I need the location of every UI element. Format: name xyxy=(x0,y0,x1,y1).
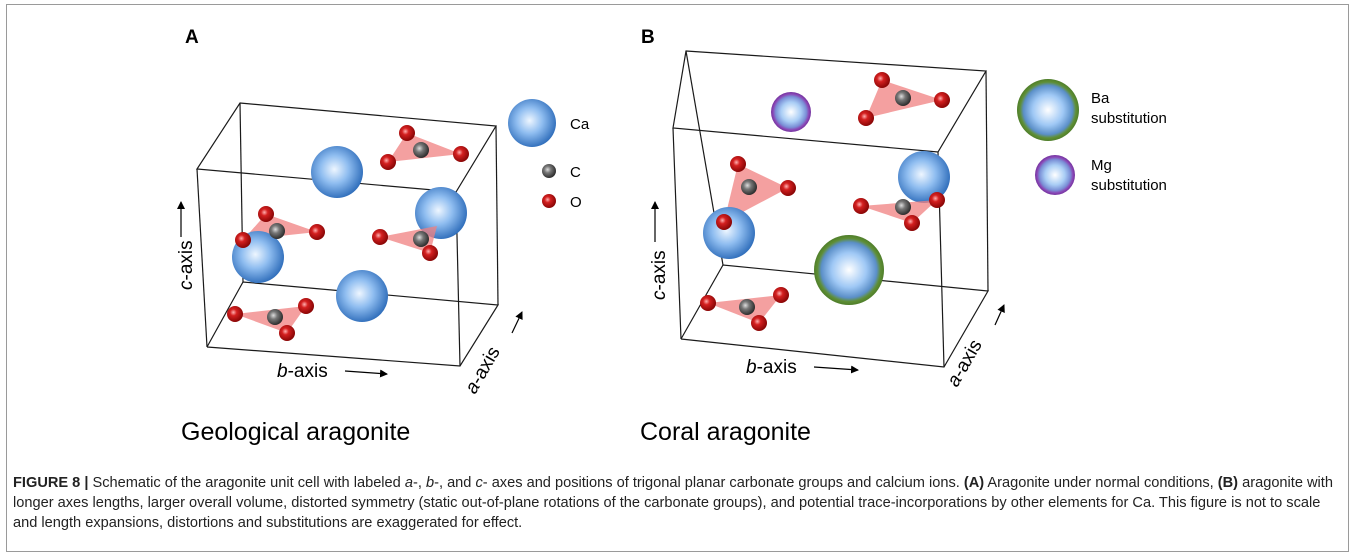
panel-a-title: Geological aragonite xyxy=(181,418,411,446)
carbon-atom xyxy=(413,231,429,247)
legend-ca-label: Ca xyxy=(570,116,590,133)
calcium-ion xyxy=(898,151,950,203)
calcium-ion xyxy=(703,207,755,259)
carbon-atom xyxy=(739,299,755,315)
caption-text: aragonite with longer axes lengths, larg… xyxy=(13,475,1333,531)
oxygen-atom xyxy=(853,198,869,214)
b-axis-label: b-axis xyxy=(746,357,797,378)
caption-axis-b: b xyxy=(425,475,435,491)
oxygen-atom xyxy=(773,287,789,303)
oxygen-atom xyxy=(780,180,796,196)
caption-panel-b-ref: (B) xyxy=(1217,475,1239,491)
carbonate-group xyxy=(235,223,285,248)
carbon-atom xyxy=(895,90,911,106)
panel-b-letter: B xyxy=(641,27,655,48)
oxygen-atom xyxy=(716,214,732,230)
cell-b-bottom-face xyxy=(680,264,989,368)
oxygen-atom xyxy=(453,146,469,162)
carbon-atom xyxy=(741,179,757,195)
oxygen-atom xyxy=(904,215,920,231)
b-axis-arrow xyxy=(813,365,859,374)
oxygen-atom xyxy=(399,125,415,141)
caption-axis-a: a xyxy=(404,475,413,491)
figure-label: FIGURE 8 | xyxy=(13,475,89,491)
panel-a-unit-cell: c-axis b-axis a-axis Ca C O xyxy=(176,99,590,398)
legend-ba-label-2: substitution xyxy=(1091,110,1167,127)
b-axis-arrow xyxy=(344,369,388,378)
ba-substitution-ion xyxy=(814,235,884,305)
carbon-atom xyxy=(269,223,285,239)
caption-text: - axes and positions of trigonal planar … xyxy=(482,475,960,491)
panel-b-title: Coral aragonite xyxy=(640,418,811,446)
cell-a-edge xyxy=(495,125,499,306)
caption-panel-a-ref: (A) xyxy=(963,475,985,491)
oxygen-atom xyxy=(372,229,388,245)
c-axis-label: c-axis xyxy=(649,250,670,300)
oxygen-atom xyxy=(258,206,274,222)
legend-o-swatch xyxy=(542,194,556,208)
oxygen-atom xyxy=(751,315,767,331)
legend-o-label: O xyxy=(570,194,582,211)
unit-cell-diagram: c-axis b-axis a-axis Ca C O xyxy=(176,50,1167,398)
oxygen-atom xyxy=(227,306,243,322)
legend-b: Ba substitution Mg substitution xyxy=(1017,79,1167,195)
calcium-ion xyxy=(336,270,388,322)
oxygen-atom xyxy=(730,156,746,172)
calcium-ion xyxy=(311,146,363,198)
cell-b-edge xyxy=(985,70,989,292)
a-axis-arrow xyxy=(994,304,1005,326)
caption-text: -, and xyxy=(434,475,472,491)
oxygen-atom xyxy=(874,72,890,88)
legend-ba-label-1: Ba xyxy=(1091,90,1110,107)
carbonate-group xyxy=(700,287,789,331)
oxygen-atom xyxy=(858,110,874,126)
panel-a-letter: A xyxy=(185,27,199,48)
caption-text: Schematic of the aragonite unit cell wit… xyxy=(92,475,401,491)
carbon-atom xyxy=(413,142,429,158)
figure-frame xyxy=(6,4,1349,552)
c-axis-label: c-axis xyxy=(176,240,197,290)
oxygen-atom xyxy=(309,224,325,240)
carbon-atom xyxy=(267,309,283,325)
oxygen-atom xyxy=(422,245,438,261)
cell-b-edge xyxy=(672,127,682,340)
oxygen-atom xyxy=(298,298,314,314)
oxygen-atom xyxy=(700,295,716,311)
a-axis-label: a-axis xyxy=(461,343,505,397)
carbonate-group xyxy=(858,72,950,126)
oxygen-atom xyxy=(929,192,945,208)
a-axis-arrow xyxy=(511,311,523,334)
legend-c-label: C xyxy=(570,164,581,181)
oxygen-atom xyxy=(934,92,950,108)
oxygen-atom xyxy=(380,154,396,170)
caption-text: Aragonite under normal conditions, xyxy=(987,475,1214,491)
legend-ba-swatch xyxy=(1017,79,1079,141)
panel-b-unit-cell: c-axis b-axis a-axis Ba substitution Mg … xyxy=(649,50,1167,391)
legend-mg-label-2: substitution xyxy=(1091,177,1167,194)
legend-a: Ca C O xyxy=(508,99,590,211)
oxygen-atom xyxy=(235,232,251,248)
caption-text: -, xyxy=(412,475,422,491)
a-axis-label: a-axis xyxy=(943,336,987,390)
legend-ca-swatch xyxy=(508,99,556,147)
cell-a-edge xyxy=(196,168,208,348)
carbonate-group xyxy=(380,125,469,170)
legend-mg-swatch xyxy=(1035,155,1075,195)
carbonate-group xyxy=(724,156,796,222)
carbonate-group xyxy=(372,226,438,261)
caption-axis-c: c xyxy=(475,475,483,491)
calcium-ion xyxy=(415,187,467,239)
legend-mg-label-1: Mg xyxy=(1091,157,1112,174)
cell-a-bottom-face xyxy=(206,281,500,367)
legend-c-swatch xyxy=(542,164,556,178)
mg-substitution-ion xyxy=(771,92,811,132)
carbonate-group xyxy=(853,192,945,231)
carbon-atom xyxy=(895,199,911,215)
oxygen-atom xyxy=(279,325,295,341)
figure-caption: FIGURE 8 | Schematic of the aragonite un… xyxy=(13,473,1343,533)
b-axis-label: b-axis xyxy=(277,361,328,382)
carbonate-group xyxy=(227,298,314,341)
